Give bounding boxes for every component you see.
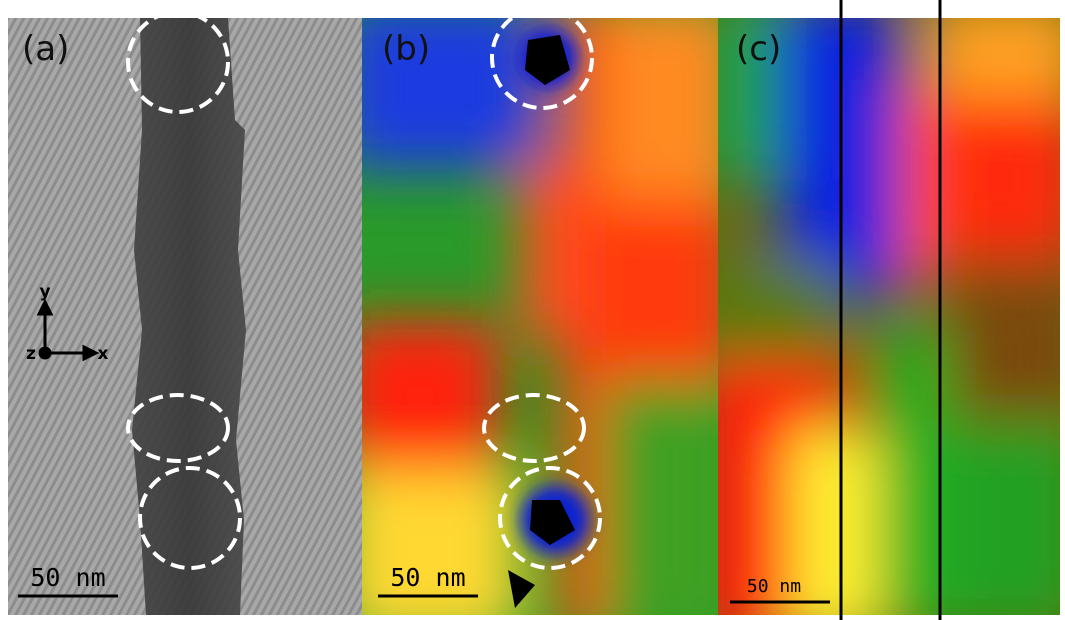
panel-label: (a): [22, 29, 69, 69]
scale-bar-label: 50 nm: [747, 576, 801, 597]
scale-bar-label: 50 nm: [30, 563, 105, 592]
panel-label: (b): [382, 29, 430, 69]
panel-b: (b) 50 nm: [340, 0, 740, 620]
axis-label: y: [39, 282, 50, 302]
panel-a: (a) 50 nm y z x: [8, 12, 362, 615]
scale-bar-label: 50 nm: [390, 563, 465, 592]
panel-c: (c) 50 nm: [700, 0, 1065, 620]
axis-label: x: [98, 344, 109, 364]
axis-label: z: [26, 344, 36, 364]
figure: (a) 50 nm y z x: [0, 0, 1065, 620]
panel-label: (c): [736, 29, 781, 69]
